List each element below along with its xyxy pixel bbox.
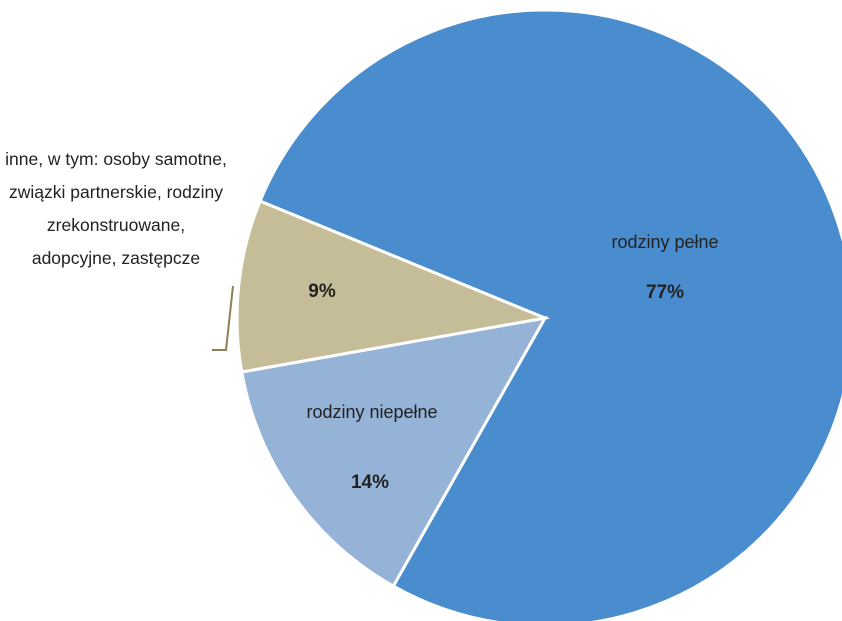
value-label: 77%: [646, 282, 684, 303]
slices: [235, 8, 842, 621]
value-label: 14%: [351, 472, 389, 493]
slice: [240, 315, 548, 589]
value-label: 9%: [308, 281, 336, 302]
leader-line: [212, 285, 234, 351]
category-label: inne, w tym: osoby samotne, związki part…: [5, 149, 227, 268]
external-label-box: inne, w tym: osoby samotne, związki part…: [5, 149, 227, 268]
slice: [235, 199, 551, 374]
category-label: rodziny niepełne: [306, 402, 437, 422]
slice: [258, 8, 842, 621]
category-label: rodziny pełne: [611, 232, 718, 252]
